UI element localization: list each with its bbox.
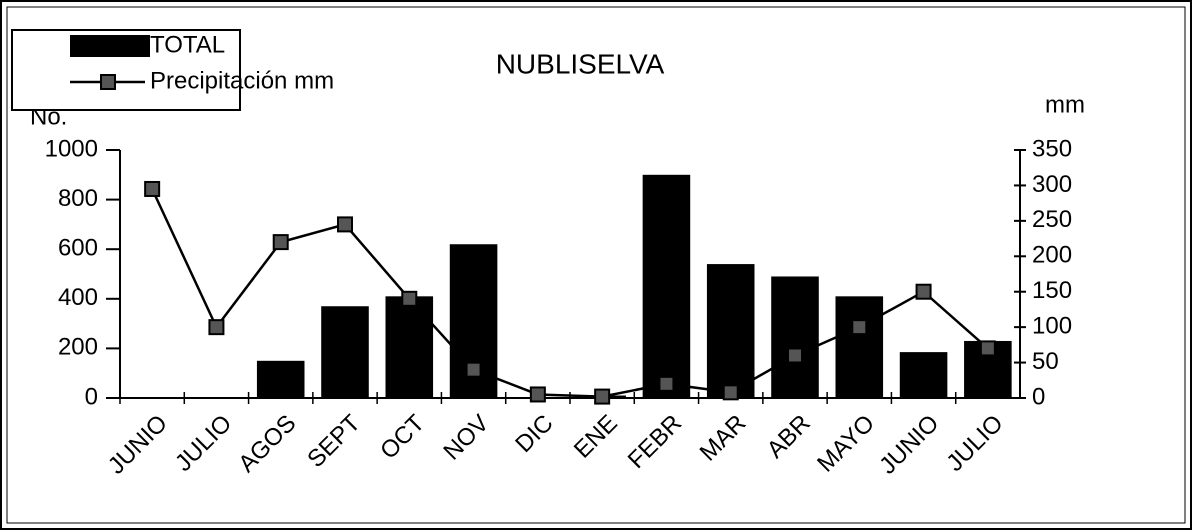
x-tick-label: ABR (762, 410, 816, 464)
line-marker (979, 340, 996, 357)
inner-frame (6, 6, 1186, 524)
line-marker (337, 216, 353, 233)
x-tick-label: MAR (695, 410, 752, 467)
legend-label: Precipitación mm (150, 67, 334, 94)
bar (899, 352, 948, 398)
line-marker (529, 386, 546, 403)
line-marker (915, 283, 932, 300)
x-tick-label: FEBR (623, 410, 687, 474)
x-tick-label: NOV (438, 410, 494, 466)
y2-tick-label: 350 (1032, 135, 1072, 162)
x-tick-label: JULIO (941, 410, 1008, 477)
y2-tick-label: 300 (1032, 171, 1072, 198)
line (151, 188, 989, 398)
y2-tick-label: 100 (1032, 312, 1072, 339)
x-tick-label: ENE (569, 410, 623, 464)
line-marker (465, 361, 482, 378)
bar (706, 264, 755, 398)
legend-swatch (100, 74, 116, 90)
y-tick-label: 0 (85, 383, 98, 410)
x-tick-label: DIC (510, 410, 558, 458)
legend-label: TOTAL (150, 31, 225, 58)
line-marker (208, 319, 225, 336)
y-tick-label: 600 (58, 235, 98, 262)
x-tick-label: JUNIO (103, 410, 173, 480)
line-marker (722, 384, 739, 401)
y-tick-label: 800 (58, 185, 98, 212)
y2-tick-label: 200 (1032, 242, 1072, 269)
line-marker (787, 347, 803, 364)
x-tick-label: MAYO (812, 410, 880, 478)
x-tick-label: SEPT (302, 409, 366, 473)
bar (771, 276, 819, 398)
line-marker (401, 290, 418, 307)
line-marker (594, 388, 611, 405)
y2-tick-label: 0 (1032, 383, 1045, 410)
x-tick-label: AGOS (233, 410, 301, 478)
line-marker (144, 180, 161, 197)
legend-swatch (70, 35, 150, 57)
y-tick-label: 400 (58, 284, 98, 311)
bar (385, 296, 434, 398)
y2-tick-label: 150 (1032, 277, 1072, 304)
line-marker (272, 234, 289, 251)
y2-tick-label: 50 (1032, 348, 1059, 375)
bar (835, 296, 884, 398)
chart-title: NUBLISELVA (496, 48, 665, 79)
bar (256, 360, 305, 398)
y-tick-label: 200 (58, 334, 98, 361)
line-marker (851, 319, 868, 336)
y-tick-label: 1000 (45, 135, 98, 162)
x-tick-label: JUNIO (874, 410, 944, 480)
y2-axis-label: mm (1045, 91, 1085, 118)
x-tick-label: JULIO (170, 410, 237, 477)
y2-tick-label: 250 (1032, 206, 1072, 233)
bar (321, 306, 369, 398)
x-tick-label: OCT (375, 409, 430, 464)
line-marker (658, 375, 675, 392)
bar (642, 174, 691, 398)
